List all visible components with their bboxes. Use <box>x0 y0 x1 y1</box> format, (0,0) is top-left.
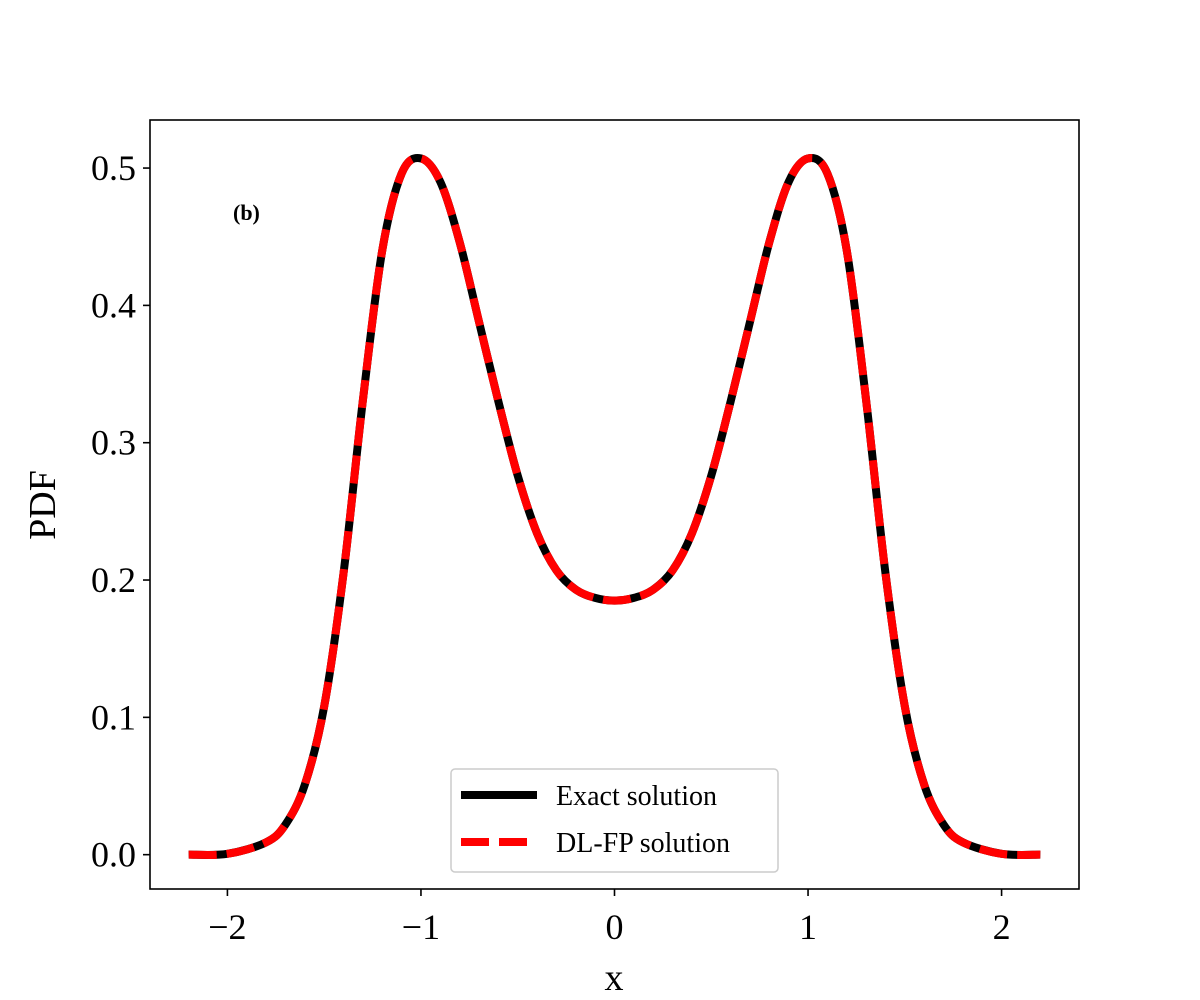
y-tick-label: 0.2 <box>91 560 136 600</box>
series-layer <box>188 154 1041 859</box>
x-tick-label: 1 <box>799 907 817 947</box>
x-tick-label: 2 <box>993 907 1011 947</box>
panel-annotation: (b) <box>233 200 260 225</box>
x-tick-label: 0 <box>606 907 624 947</box>
series-line-dlfp <box>188 154 1041 859</box>
y-tick-label: 0.5 <box>91 148 136 188</box>
y-axis-ticks: 0.0 0.1 0.2 0.3 0.4 0.5 <box>91 148 150 875</box>
y-tick-label: 0.1 <box>91 697 136 737</box>
y-axis-label: PDF <box>22 470 64 540</box>
plot-area: −2 −1 0 1 2 0.0 0.1 0.2 0.3 0.4 0.5 (b) <box>91 119 1080 947</box>
x-axis-label: x <box>605 957 624 999</box>
y-tick-label: 0.4 <box>91 285 136 325</box>
x-axis-ticks: −2 −1 0 1 2 <box>208 889 1011 947</box>
x-tick-label: −1 <box>402 907 440 947</box>
legend-label-dlfp: DL-FP solution <box>556 828 730 859</box>
y-tick-label: 0.3 <box>91 423 136 463</box>
legend-label-exact: Exact solution <box>556 781 717 812</box>
x-tick-label: −2 <box>208 907 246 947</box>
y-tick-label: 0.0 <box>91 835 136 875</box>
legend: Exact solution DL-FP solution <box>450 768 779 873</box>
